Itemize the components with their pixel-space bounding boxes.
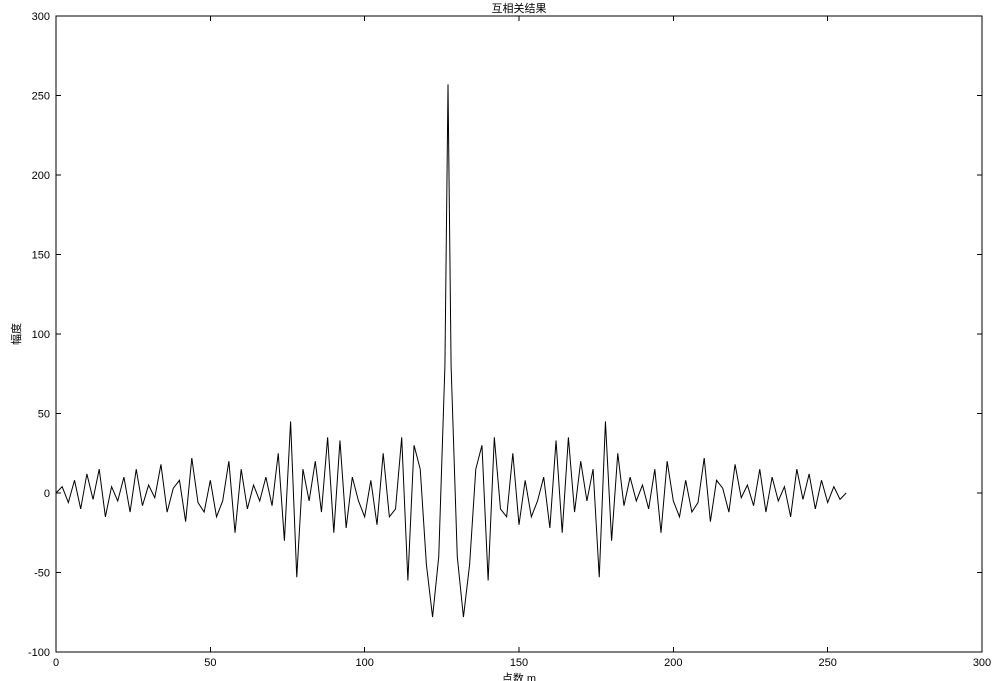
x-tick-label: 150 bbox=[510, 657, 528, 669]
x-tick-label: 50 bbox=[204, 657, 216, 669]
y-tick-label: 100 bbox=[32, 329, 50, 341]
x-tick-label: 200 bbox=[664, 657, 682, 669]
x-tick-label: 100 bbox=[355, 657, 373, 669]
x-tick-label: 300 bbox=[973, 657, 991, 669]
chart-container: 0 50 100 150 200 250 300 -100 -50 0 50 100 150 200 250… bbox=[0, 0, 1000, 681]
y-tick-label: 0 bbox=[44, 488, 50, 500]
y-tick-label: 300 bbox=[32, 11, 50, 23]
plot-box bbox=[56, 16, 982, 652]
x-tick-label: 0 bbox=[53, 657, 59, 669]
y-tick-label: 250 bbox=[32, 91, 50, 103]
chart-svg: 0 50 100 150 200 250 300 -100 -50 0 50 100 150 200 250… bbox=[0, 0, 1000, 681]
x-axis-label: 点数 m bbox=[502, 672, 536, 681]
y-tick-label: 200 bbox=[32, 170, 50, 182]
y-tick-label: -50 bbox=[34, 568, 50, 580]
y-tick-label: 150 bbox=[32, 250, 50, 262]
chart-title: 互相关结果 bbox=[492, 1, 547, 15]
y-tick-label: 50 bbox=[38, 409, 50, 421]
x-tick-label: 250 bbox=[818, 657, 836, 669]
y-tick-label: -100 bbox=[28, 647, 50, 659]
y-axis-label: 幅度 bbox=[9, 323, 23, 345]
